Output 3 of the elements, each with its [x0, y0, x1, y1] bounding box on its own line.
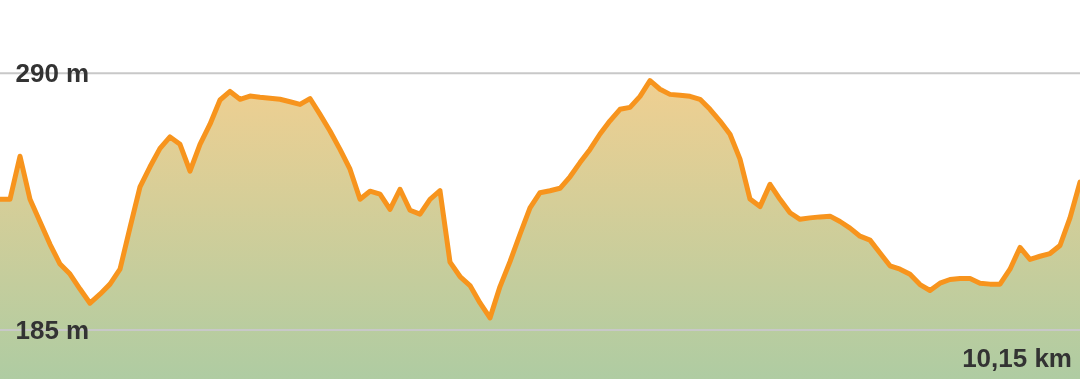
y-tick-label: 185 m	[15, 314, 90, 345]
y-tick-label: 290 m	[15, 57, 90, 88]
annotation: 10,15 km	[962, 343, 1072, 373]
